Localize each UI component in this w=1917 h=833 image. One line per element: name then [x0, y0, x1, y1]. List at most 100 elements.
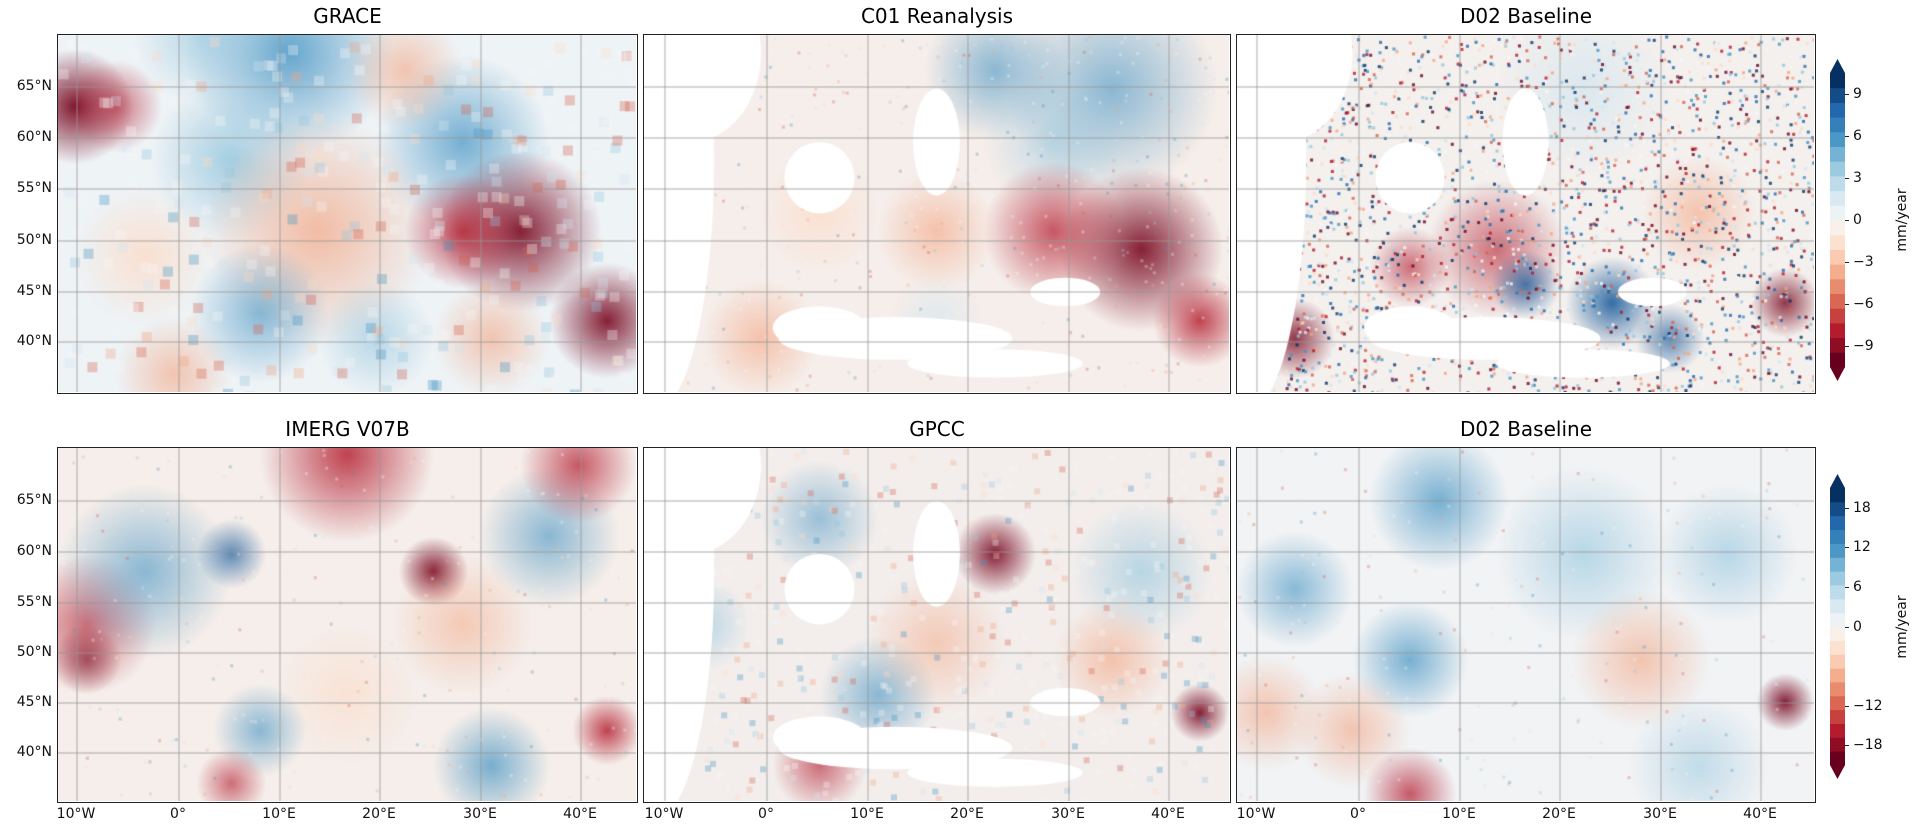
- colorbar-segment: [1830, 102, 1845, 118]
- lon-label: 20°E: [362, 806, 396, 822]
- colorbar-tick-mark: [1845, 346, 1849, 347]
- colorbar-extend-min: [1830, 367, 1845, 381]
- colorbar-segment: [1830, 131, 1845, 147]
- colorbar-tick-mark: [1845, 136, 1849, 137]
- colorbar-segment: [1830, 234, 1845, 250]
- colorbar: [1830, 474, 1845, 779]
- lon-label: 10°W: [56, 806, 96, 822]
- colorbar-segment: [1830, 668, 1845, 683]
- colorbar-segment: [1830, 87, 1845, 103]
- colorbar-segment: [1830, 751, 1845, 766]
- lat-label: 45°N: [16, 283, 52, 299]
- lon-label: 30°E: [1643, 806, 1677, 822]
- map-canvas: [1237, 35, 1814, 392]
- colorbar-segment: [1830, 264, 1845, 280]
- colorbar-tick-label: −18: [1853, 737, 1883, 754]
- colorbar-segment: [1830, 220, 1845, 236]
- panel-title: C01 Reanalysis: [860, 4, 1014, 28]
- colorbar-segment: [1830, 73, 1845, 89]
- map-panel[interactable]: [57, 34, 638, 394]
- lat-label: 40°N: [16, 333, 52, 349]
- colorbar-tick-mark: [1845, 220, 1849, 221]
- lon-label: 20°E: [950, 806, 984, 822]
- colorbar-label: mm/year: [1894, 188, 1910, 252]
- panel-title: GPCC: [909, 417, 965, 441]
- map-panel[interactable]: [1236, 34, 1816, 394]
- lon-label: 10°W: [644, 806, 684, 822]
- colorbar-tick-label: 6: [1853, 578, 1862, 595]
- panel-title: D02 Baseline: [1459, 417, 1593, 441]
- colorbar-segment: [1830, 146, 1845, 162]
- colorbar-extend-min: [1830, 765, 1845, 779]
- colorbar-segment: [1830, 117, 1845, 133]
- lon-label: 10°W: [1236, 806, 1276, 822]
- colorbar-segment: [1830, 557, 1845, 572]
- colorbar-segment: [1830, 515, 1845, 531]
- colorbar-segment: [1830, 584, 1845, 600]
- map-panel[interactable]: [57, 447, 638, 803]
- colorbar-segment: [1830, 598, 1845, 614]
- lon-label: 10°E: [262, 806, 296, 822]
- colorbar-tick-label: 9: [1853, 86, 1862, 102]
- map-panel[interactable]: [643, 447, 1231, 803]
- lon-label: 40°E: [1151, 806, 1185, 822]
- colorbar-segment: [1830, 695, 1845, 711]
- colorbar: [1830, 59, 1845, 381]
- map-panel[interactable]: [643, 34, 1231, 394]
- colorbar-segment: [1830, 501, 1845, 517]
- lat-label: 50°N: [16, 232, 52, 248]
- colorbar-segment: [1830, 190, 1845, 206]
- colorbar-tick-mark: [1845, 178, 1849, 179]
- colorbar-segment: [1830, 626, 1845, 641]
- colorbar-segment: [1830, 352, 1845, 368]
- colorbar-tick-mark: [1845, 304, 1849, 305]
- lat-label: 60°N: [16, 129, 52, 145]
- lon-label: 30°E: [1051, 806, 1085, 822]
- colorbar-extend-max: [1830, 474, 1845, 488]
- colorbar-extend-max: [1830, 59, 1845, 73]
- map-panel[interactable]: [1236, 447, 1816, 803]
- lat-label: 45°N: [16, 694, 52, 710]
- colorbar-tick-mark: [1845, 745, 1849, 747]
- colorbar-label: mm/year: [1894, 594, 1910, 659]
- lon-label: 10°E: [1442, 806, 1476, 822]
- lon-label: 20°E: [1542, 806, 1576, 822]
- colorbar-tick-label: −9: [1853, 338, 1874, 354]
- lon-label: 0°: [170, 806, 186, 822]
- panel-title: GRACE: [313, 4, 382, 28]
- colorbar-tick-label: −3: [1853, 254, 1874, 270]
- lon-label: 40°E: [1743, 806, 1777, 822]
- colorbar-tick-mark: [1845, 586, 1849, 588]
- lat-label: 60°N: [16, 543, 52, 559]
- colorbar-segment: [1830, 640, 1845, 655]
- lat-label: 65°N: [16, 78, 52, 94]
- lon-label: 10°E: [850, 806, 884, 822]
- lat-label: 40°N: [16, 744, 52, 760]
- lat-label: 55°N: [16, 594, 52, 610]
- colorbar-segment: [1830, 571, 1845, 586]
- colorbar-tick-mark: [1845, 705, 1849, 707]
- colorbar-tick-label: 0: [1853, 618, 1862, 635]
- lat-label: 55°N: [16, 180, 52, 196]
- colorbar-tick-mark: [1845, 507, 1849, 509]
- colorbar-tick-label: 12: [1853, 539, 1871, 556]
- colorbar-segment: [1830, 681, 1845, 697]
- colorbar-tick-label: 6: [1853, 128, 1862, 144]
- colorbar-tick-label: 0: [1853, 212, 1862, 228]
- colorbar-segment: [1830, 337, 1845, 353]
- colorbar-segment: [1830, 175, 1845, 192]
- colorbar-segment: [1830, 308, 1845, 324]
- colorbar-segment: [1830, 488, 1845, 503]
- colorbar-tick-label: −6: [1853, 296, 1874, 312]
- colorbar-segment: [1830, 293, 1845, 309]
- map-canvas: [644, 35, 1229, 392]
- colorbar-segment: [1830, 278, 1845, 294]
- panel-title: IMERG V07B: [285, 417, 410, 441]
- map-canvas: [58, 448, 636, 801]
- colorbar-segment: [1830, 612, 1845, 627]
- colorbar-segment: [1830, 723, 1845, 738]
- colorbar-segment: [1830, 654, 1845, 669]
- colorbar-tick-mark: [1845, 547, 1849, 549]
- colorbar-segment: [1830, 205, 1845, 221]
